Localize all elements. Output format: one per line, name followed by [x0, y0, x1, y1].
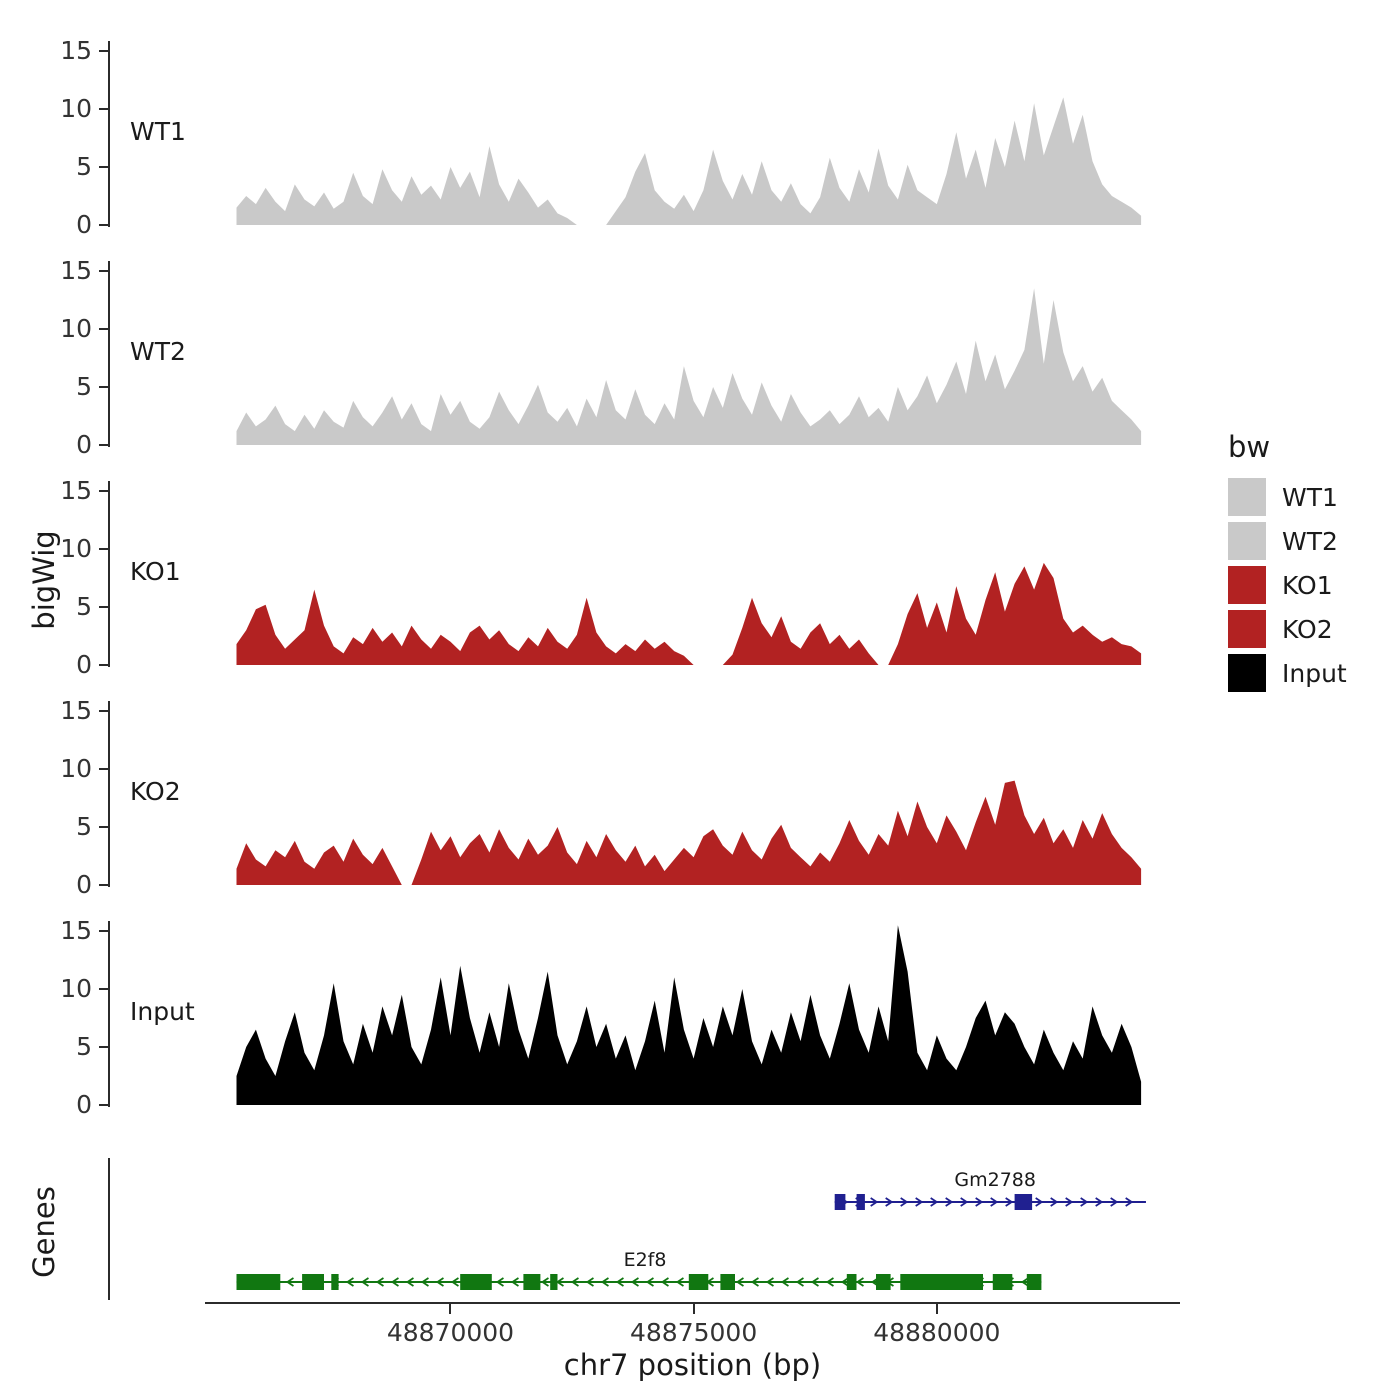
y-axis-line	[108, 921, 110, 1107]
track-label-ko2: KO2	[130, 777, 181, 806]
track-area-wt1	[236, 97, 1142, 225]
y-tick-mark	[99, 884, 108, 886]
legend-entry-ko2: KO2	[1228, 610, 1347, 648]
y-tick-mark	[99, 386, 108, 388]
y-tick-mark	[99, 444, 108, 446]
legend-label-ko2: KO2	[1282, 614, 1333, 644]
legend-entry-wt2: WT2	[1228, 522, 1347, 560]
x-tick-mark	[935, 1304, 938, 1314]
y-tick-label: 0	[76, 210, 92, 239]
track-area-ko1	[236, 562, 1142, 665]
y-tick-mark	[99, 166, 108, 168]
gene-e2f8: E2f8	[236, 1249, 1042, 1290]
track-label-input: Input	[130, 997, 195, 1026]
legend-swatch-ko1	[1228, 566, 1266, 604]
y-tick-mark	[99, 490, 108, 492]
y-tick-mark	[99, 1046, 108, 1048]
y-axis-line	[108, 261, 110, 447]
x-axis-title: chr7 position (bp)	[563, 1348, 822, 1382]
legend-swatch-wt2	[1228, 522, 1266, 560]
track-label-ko1: KO1	[130, 557, 181, 586]
y-tick-label: 0	[76, 870, 92, 899]
legend-label-ko1: KO1	[1282, 570, 1333, 600]
y-tick-label: 10	[60, 534, 92, 563]
y-axis-line	[108, 481, 110, 667]
y-tick-mark	[99, 768, 108, 770]
track-panel-wt2: 0 5 10 15 WT2	[60, 255, 1180, 458]
y-tick-label: 0	[76, 1090, 92, 1119]
svg-text:Gm2788: Gm2788	[954, 1169, 1036, 1191]
y-tick-label: 5	[76, 152, 92, 181]
genes-panel: Gm2788 E2f8	[108, 1158, 1180, 1304]
x-tick-label: 48880000	[873, 1318, 1001, 1347]
y-tick-label: 5	[76, 372, 92, 401]
y-tick-label: 10	[60, 94, 92, 123]
track-panel-wt1: 0 5 10 15 WT1	[60, 35, 1180, 238]
y-tick-mark	[99, 50, 108, 52]
gene-gm2788: Gm2788	[834, 1169, 1146, 1210]
y-tick-label: 15	[60, 476, 92, 505]
y-tick-mark	[99, 224, 108, 226]
y-tick-mark	[99, 548, 108, 550]
legend: bw WT1 WT2 KO1 KO2 Input	[1228, 430, 1347, 698]
track-area-input	[236, 925, 1142, 1105]
legend-label-input: Input	[1282, 658, 1347, 688]
y-tick-label: 5	[76, 592, 92, 621]
track-area-ko2	[236, 780, 1142, 885]
y-tick-mark	[99, 328, 108, 330]
legend-entries: WT1 WT2 KO1 KO2 Input	[1228, 478, 1347, 692]
x-tick-label: 48875000	[630, 1318, 758, 1347]
legend-entry-input: Input	[1228, 654, 1347, 692]
track-label-wt1: WT1	[130, 117, 186, 146]
y-axis-line	[108, 701, 110, 887]
y-tick-mark	[99, 108, 108, 110]
y-tick-label: 15	[60, 36, 92, 65]
y-tick-mark	[99, 270, 108, 272]
y-tick-mark	[99, 606, 108, 608]
y-tick-label: 15	[60, 696, 92, 725]
legend-entry-ko1: KO1	[1228, 566, 1347, 604]
legend-swatch-wt1	[1228, 478, 1266, 516]
legend-swatch-input	[1228, 654, 1266, 692]
track-panel-ko2: 0 5 10 15 KO2	[60, 695, 1180, 898]
x-tick-mark	[449, 1304, 452, 1314]
y-tick-label: 10	[60, 314, 92, 343]
y-axis-title-genes: Genes	[27, 1186, 61, 1278]
y-tick-mark	[99, 664, 108, 666]
y-tick-mark	[99, 826, 108, 828]
legend-label-wt2: WT2	[1282, 526, 1338, 556]
track-area-wt2	[236, 288, 1142, 445]
y-tick-label: 5	[76, 812, 92, 841]
y-tick-mark	[99, 1104, 108, 1106]
x-axis-line	[205, 1302, 1180, 1304]
y-tick-label: 15	[60, 256, 92, 285]
legend-label-wt1: WT1	[1282, 482, 1338, 512]
y-tick-mark	[99, 988, 108, 990]
y-tick-label: 15	[60, 916, 92, 945]
y-tick-label: 10	[60, 754, 92, 783]
track-panel-input: 0 5 10 15 Input	[60, 915, 1180, 1118]
genes-plot: Gm2788 E2f8	[236, 1169, 1146, 1290]
svg-text:E2f8: E2f8	[624, 1249, 667, 1271]
y-tick-mark	[99, 930, 108, 932]
track-panel-ko1: 0 5 10 15 KO1	[60, 475, 1180, 678]
x-axis: 48870000 48875000 48880000	[110, 1302, 1180, 1362]
y-tick-label: 5	[76, 1032, 92, 1061]
x-tick-mark	[692, 1304, 695, 1314]
x-tick-label: 48870000	[386, 1318, 515, 1347]
y-tick-label: 10	[60, 974, 92, 1003]
track-label-wt2: WT2	[130, 337, 186, 366]
y-tick-label: 0	[76, 430, 92, 459]
legend-title: bw	[1228, 430, 1271, 464]
y-tick-mark	[99, 710, 108, 712]
genes-axis-line	[108, 1158, 110, 1300]
y-axis-line	[108, 41, 110, 227]
y-tick-label: 0	[76, 650, 92, 679]
legend-entry-wt1: WT1	[1228, 478, 1347, 516]
legend-swatch-ko2	[1228, 610, 1266, 648]
